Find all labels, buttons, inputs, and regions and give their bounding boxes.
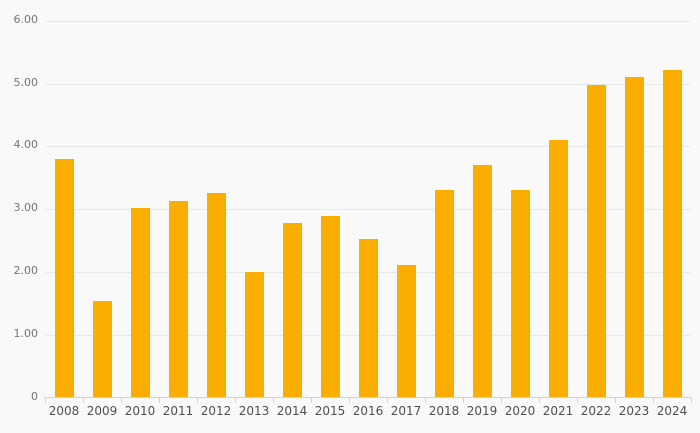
x-axis-tick xyxy=(691,398,692,403)
x-axis-label: 2023 xyxy=(618,404,650,418)
x-axis-label: 2010 xyxy=(124,404,156,418)
x-axis-tick xyxy=(235,398,236,403)
x-axis-label: 2019 xyxy=(466,404,498,418)
x-axis-label: 2021 xyxy=(542,404,574,418)
x-axis-label: 2022 xyxy=(580,404,612,418)
x-axis-label: 2018 xyxy=(428,404,460,418)
x-axis-tick xyxy=(45,398,46,403)
x-axis-label: 2008 xyxy=(48,404,80,418)
gridline xyxy=(46,209,690,210)
x-axis-label: 2013 xyxy=(238,404,270,418)
y-axis-label: 6.00 xyxy=(13,13,39,26)
x-axis-tick xyxy=(387,398,388,403)
gridline xyxy=(46,84,690,85)
y-axis-label: 5.00 xyxy=(13,76,39,89)
x-axis-tick xyxy=(197,398,198,403)
x-axis-tick xyxy=(83,398,84,403)
bar-2017 xyxy=(397,265,416,398)
bar-2011 xyxy=(169,201,188,398)
bar-2022 xyxy=(587,85,606,398)
x-axis-tick xyxy=(159,398,160,403)
bar-2015 xyxy=(321,216,340,398)
bar-2016 xyxy=(359,239,378,398)
x-axis-label: 2009 xyxy=(86,404,118,418)
x-axis-label: 2015 xyxy=(314,404,346,418)
x-axis-tick xyxy=(311,398,312,403)
gridline xyxy=(46,21,690,22)
x-axis-label: 2016 xyxy=(352,404,384,418)
bar-2012 xyxy=(207,193,226,398)
bar-2021 xyxy=(549,140,568,398)
y-axis-label: 4.00 xyxy=(13,138,39,151)
gridline xyxy=(46,146,690,147)
bar-2014 xyxy=(283,223,302,398)
x-axis-label: 2011 xyxy=(162,404,194,418)
y-axis-label: 3.00 xyxy=(13,201,39,214)
x-axis-label: 2024 xyxy=(656,404,688,418)
x-axis-tick xyxy=(653,398,654,403)
y-axis-label: 1.00 xyxy=(13,327,39,340)
x-axis-tick xyxy=(615,398,616,403)
bar-2023 xyxy=(625,77,644,398)
x-axis-label: 2014 xyxy=(276,404,308,418)
x-axis-label: 2020 xyxy=(504,404,536,418)
x-axis-line xyxy=(44,397,692,398)
bar-2008 xyxy=(55,159,74,398)
bar-2013 xyxy=(245,272,264,398)
x-axis-tick xyxy=(501,398,502,403)
x-axis-tick xyxy=(349,398,350,403)
bar-2009 xyxy=(93,301,112,398)
x-axis-tick xyxy=(425,398,426,403)
x-axis-tick xyxy=(539,398,540,403)
x-axis-tick xyxy=(463,398,464,403)
x-axis-label: 2017 xyxy=(390,404,422,418)
bar-2018 xyxy=(435,190,454,398)
bar-2019 xyxy=(473,165,492,398)
y-axis-label: 2.00 xyxy=(13,264,39,277)
x-axis-tick xyxy=(273,398,274,403)
y-axis-label: 0 xyxy=(31,390,38,403)
bar-2024 xyxy=(663,70,682,398)
x-axis-tick xyxy=(577,398,578,403)
x-axis-label: 2012 xyxy=(200,404,232,418)
bar-2020 xyxy=(511,190,530,398)
bar-2010 xyxy=(131,208,150,398)
x-axis-tick xyxy=(121,398,122,403)
